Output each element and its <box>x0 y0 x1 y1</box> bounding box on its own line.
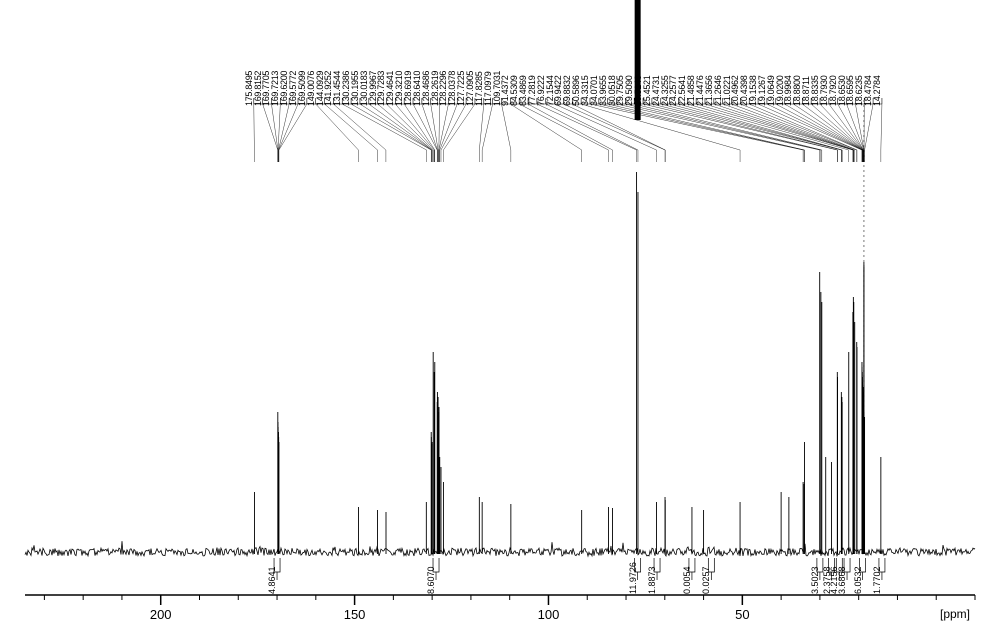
x-axis-label: [ppm] <box>940 607 970 621</box>
integral-value-label: 3.5023 <box>810 566 820 594</box>
integral-value-label: 11.9726 <box>628 562 638 594</box>
integral-value-label: 3.6868 <box>837 566 847 594</box>
integral-value-label: 1.8873 <box>647 566 657 594</box>
integral-value-label: 0.0257 <box>701 566 711 594</box>
peak-ppm-label: 14.2784 <box>872 76 882 106</box>
axis-tick-label: 50 <box>735 607 749 622</box>
nmr-spectrum-chart: 20015010050[ppm]175.8495169.8152169.7705… <box>0 0 1000 635</box>
integral-value-label: 6.0532 <box>853 566 863 594</box>
integral-value-label: 8.6070 <box>426 566 436 594</box>
axis-tick-label: 150 <box>344 607 366 622</box>
axis-tick-label: 200 <box>150 607 172 622</box>
integral-value-label: 0.0054 <box>682 566 692 594</box>
axis-tick-label: 100 <box>538 607 560 622</box>
integral-value-label: 4.8641 <box>267 566 277 594</box>
integral-value-label: 1.7702 <box>872 566 882 594</box>
